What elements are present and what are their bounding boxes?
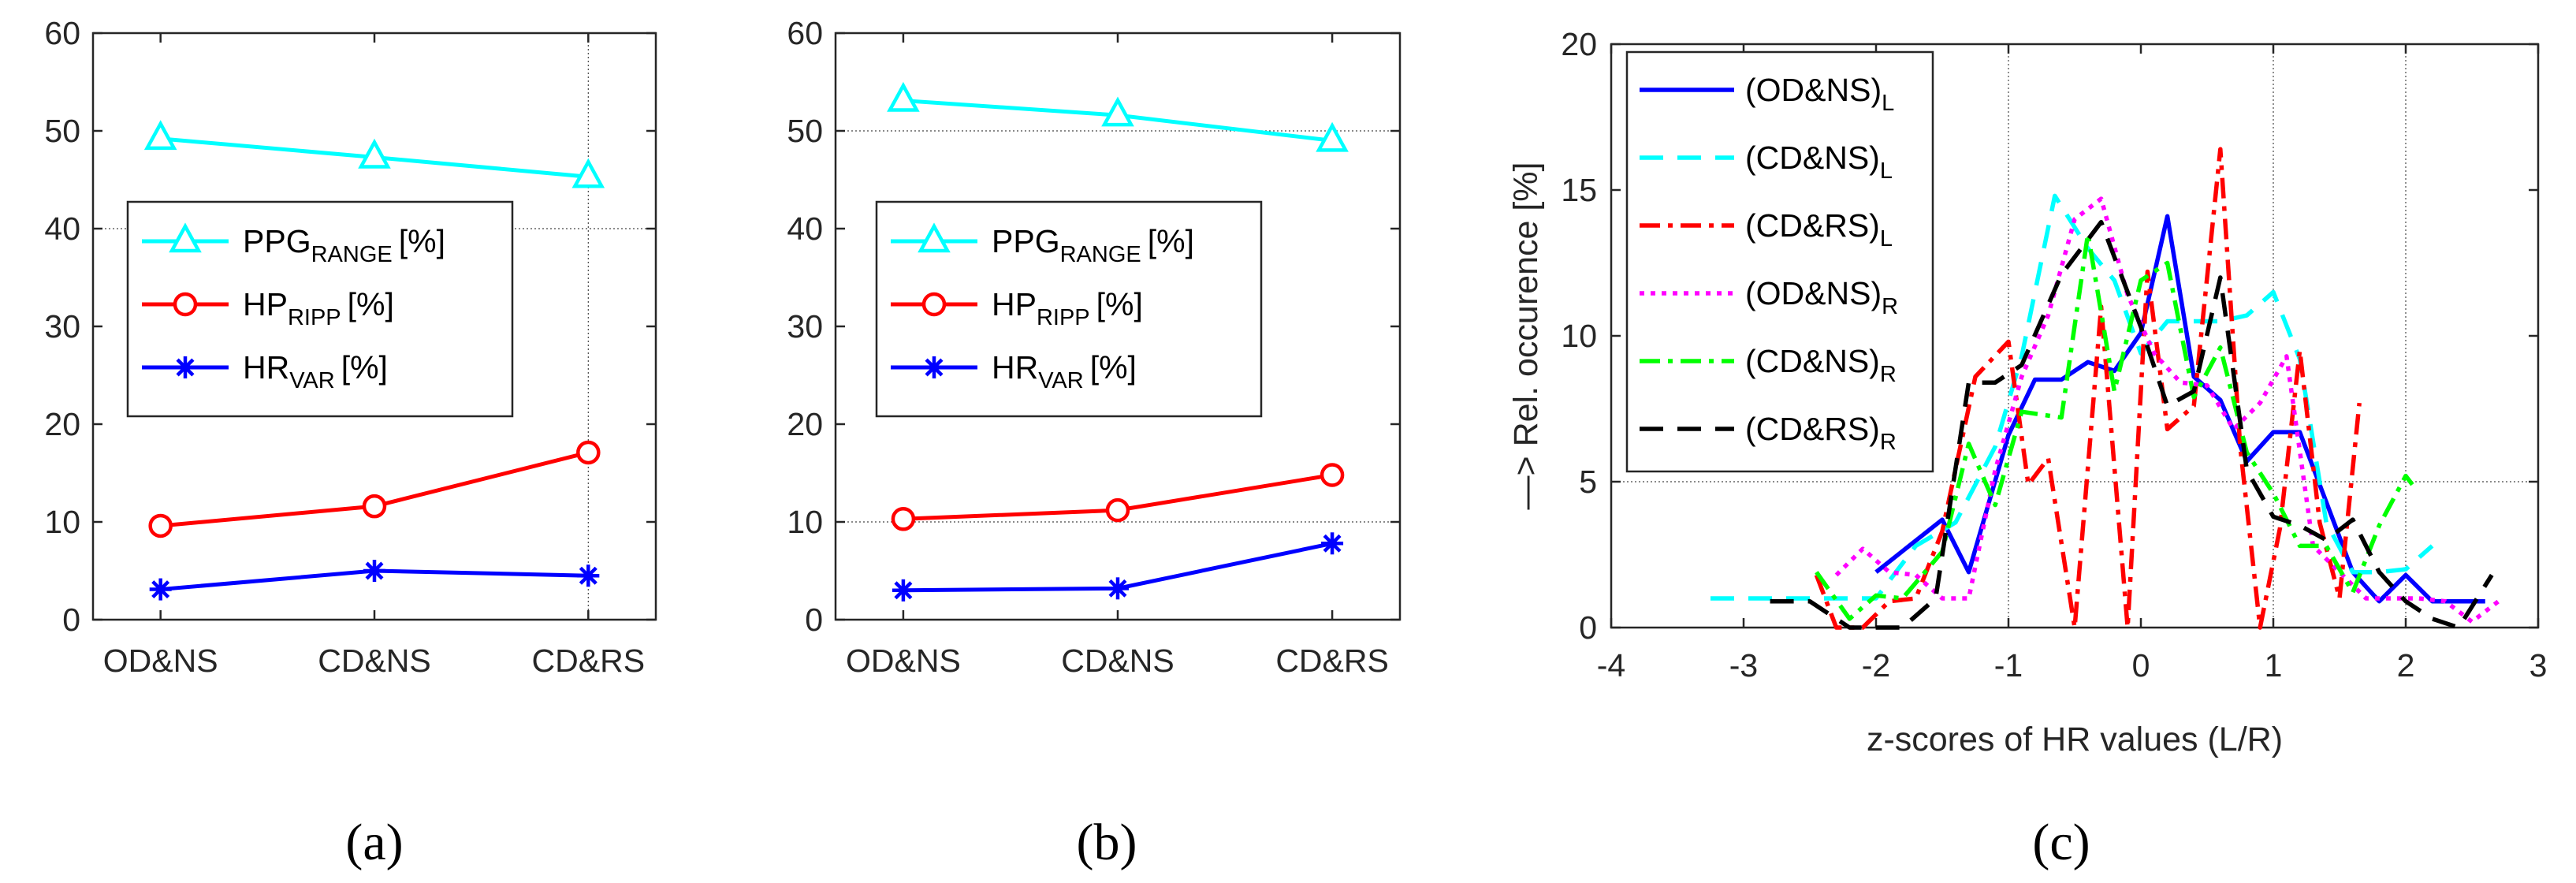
data-point-hp-cd-ns <box>1105 497 1130 523</box>
data-point-hr-cd-ns <box>1107 577 1129 600</box>
y-tick-label: 10 <box>1561 318 1597 354</box>
x-tick-label-cd-rs: CD&RS <box>1275 643 1389 679</box>
y-tick-label: 0 <box>805 602 823 638</box>
y-tick-label: 20 <box>787 406 823 442</box>
legend: PPGRANGE [%] HPRIPP [%] HRVAR [%] <box>126 200 514 418</box>
data-point-ppg-od-ns <box>887 81 920 112</box>
x-tick-label: -1 <box>1994 647 2023 684</box>
y-axis-label: —> Rel. occurence [%] <box>1507 162 1545 510</box>
x-tick-label-cd-ns: CD&NS <box>1061 643 1174 679</box>
legend-marker-hp <box>921 292 947 317</box>
legend-label-hr-var: HRVAR [%] <box>992 349 1137 393</box>
series-hr <box>149 560 600 601</box>
x-tick-label-cd-rs: CD&RS <box>532 643 646 679</box>
legend-marker-hr <box>174 356 196 378</box>
data-point-ppg-cd-rs <box>571 158 605 188</box>
data-point-hp-od-ns <box>148 513 173 538</box>
series-line-cd-ns-l <box>1711 193 2434 601</box>
y-tick-label: 0 <box>1579 609 1597 646</box>
chart-panel-c: -4 -3 -2 -1 0 1 2 3 0 5 10 15 20 z-scores of HR value… <box>1507 26 2547 871</box>
y-tick-label: 50 <box>787 113 823 149</box>
data-point-ppg-cd-ns <box>1101 96 1134 127</box>
x-tick-label: 2 <box>2397 647 2415 684</box>
x-axis-label: z-scores of HR values (L/R) <box>1867 721 2283 758</box>
legend-marker-hr <box>923 356 945 378</box>
panel-label: (c) <box>2032 814 2090 871</box>
y-tick-label: 30 <box>787 308 823 345</box>
legend: PPGRANGE [%] HPRIPP [%] HRVAR [%] <box>875 200 1263 418</box>
chart-panel-b: 0 10 20 30 40 50 60 OD&NS CD&NS CD&RS PPGRANGE [%] H… <box>787 15 1402 871</box>
series-ppg <box>887 81 1349 152</box>
y-tick-label: 60 <box>787 15 823 51</box>
y-tick-label: 40 <box>44 211 80 247</box>
y-tick-label: 20 <box>44 406 80 442</box>
y-tick-label: 30 <box>44 308 80 345</box>
legend-marker-ppg <box>169 222 202 253</box>
x-tick-label: -4 <box>1597 647 1625 684</box>
series-line-od-ns-l <box>1874 214 2485 604</box>
data-point-hr-cd-rs <box>577 564 600 587</box>
y-tick-label: 0 <box>62 602 80 638</box>
legend-marker-hp <box>173 292 198 317</box>
legend-marker-ppg <box>918 222 951 253</box>
data-point-hr-cd-ns <box>363 560 385 582</box>
x-tick-label-cd-ns: CD&NS <box>318 643 431 679</box>
y-tick-label: 15 <box>1561 172 1597 208</box>
x-tick-label: -3 <box>1729 647 1758 684</box>
legend: (OD&NS)L (CD&NS)L (CD&RS)L (OD&NS)R (CD&NS)R… <box>1625 50 1934 473</box>
series-line-cd-rs-r <box>1770 219 2494 630</box>
data-point-ppg-od-ns <box>143 120 177 151</box>
y-tick-label: 60 <box>44 15 80 51</box>
data-point-hr-od-ns <box>149 578 172 601</box>
legend-label-ppg-range: PPGRANGE [%] <box>992 223 1194 267</box>
legend-label-hp-ripp: HPRIPP [%] <box>243 286 394 330</box>
y-tick-label: 10 <box>787 504 823 540</box>
y-tick-label: 40 <box>787 211 823 247</box>
legend-label-hr-var: HRVAR [%] <box>243 349 388 393</box>
series-hr <box>892 532 1344 602</box>
x-tick-label-od-ns: OD&NS <box>846 643 961 679</box>
y-tick-label: 5 <box>1579 464 1597 500</box>
series-line-od-ns-r <box>1834 196 2500 624</box>
panel-label: (b) <box>1077 814 1137 871</box>
data-point-hp-cd-ns <box>362 494 387 519</box>
series-hp <box>148 440 601 538</box>
legend-label-od-ns-r: (OD&NS)R <box>1745 275 1898 319</box>
data-point-hr-cd-rs <box>1321 532 1344 555</box>
x-tick-label: 3 <box>2529 647 2548 684</box>
y-tick-label: 10 <box>44 504 80 540</box>
data-point-hp-cd-rs <box>1320 463 1345 487</box>
data-point-ppg-cd-ns <box>358 138 391 169</box>
x-tick-label: 0 <box>2132 647 2150 684</box>
x-tick-label: 1 <box>2265 647 2283 684</box>
data-point-hp-od-ns <box>891 507 916 531</box>
x-tick-label: -2 <box>1862 647 1890 684</box>
legend-label-ppg-range: PPGRANGE [%] <box>243 223 445 267</box>
legend-label-cd-rs-r: (CD&RS)R <box>1745 411 1897 455</box>
legend-label-od-ns-l: (OD&NS)L <box>1745 72 1894 116</box>
series-hp <box>891 463 1345 531</box>
data-point-hr-od-ns <box>892 579 914 602</box>
legend-label-cd-ns-l: (CD&NS)L <box>1745 140 1893 184</box>
series-line-cd-rs-l <box>1814 147 2362 630</box>
chart-panel-a: 0 10 20 30 40 50 60 OD&NS CD&NS CD&RS PPGRANGE [%] H… <box>44 15 657 871</box>
legend-label-hp-ripp: HPRIPP [%] <box>992 286 1143 330</box>
x-tick-label-od-ns: OD&NS <box>103 643 218 679</box>
y-tick-label: 50 <box>44 113 80 149</box>
panel-label: (a) <box>345 814 403 871</box>
data-point-ppg-cd-rs <box>1316 121 1349 152</box>
series-ppg <box>143 120 605 188</box>
legend-label-cd-rs-l: (CD&RS)L <box>1745 207 1893 251</box>
data-point-hp-cd-rs <box>576 440 601 465</box>
legend-label-cd-ns-r: (CD&NS)R <box>1745 343 1897 387</box>
y-tick-label: 20 <box>1561 26 1597 62</box>
series-line-cd-ns-r <box>1815 231 2414 621</box>
